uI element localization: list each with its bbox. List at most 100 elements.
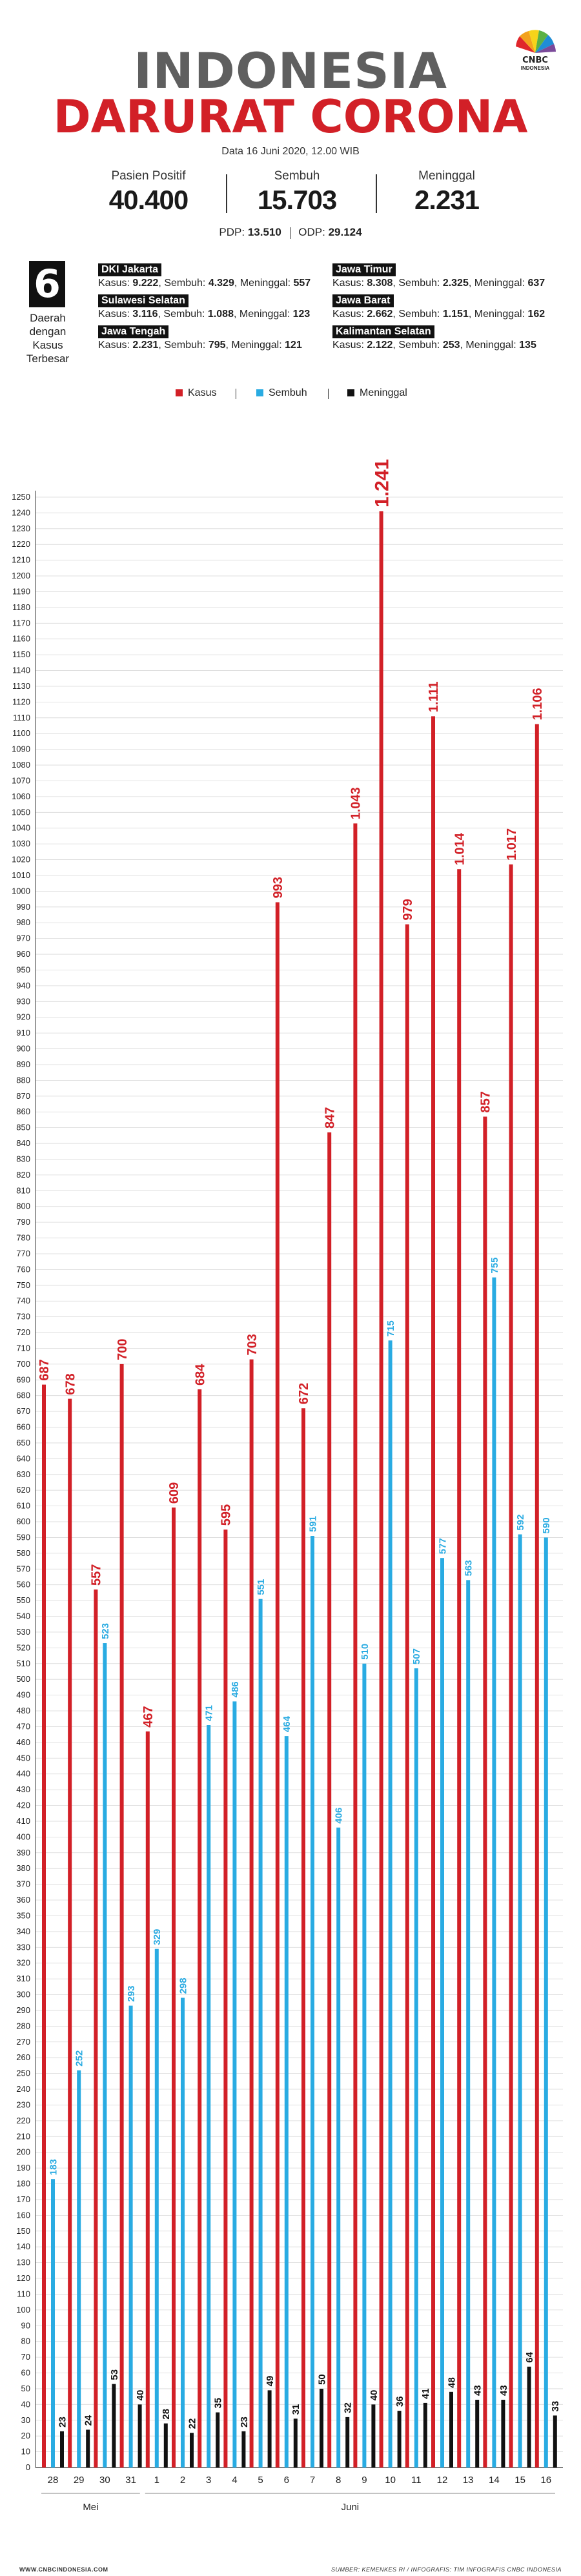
bar-kasus [535, 724, 539, 2468]
region-stat-label: Sembuh: [164, 278, 206, 289]
region-name: DKI Jakarta [98, 263, 162, 276]
bar-meninggal [241, 2431, 246, 2468]
y-tick-label: 620 [16, 1485, 30, 1495]
y-tick-label: 280 [16, 2021, 30, 2030]
bar-value-label: 687 [37, 1359, 52, 1380]
bar-kasus [172, 1508, 176, 2468]
footer-source: SUMBER: KEMENKES RI / INFOGRAFIS: TIM IN… [331, 2566, 562, 2573]
y-tick-label: 210 [16, 2131, 30, 2141]
x-tick-label: 30 [99, 2475, 110, 2486]
region-item: Sulawesi Selatan Kasus: 3.116, Sembuh: 1.… [98, 294, 331, 320]
footer-website: WWW.CNBCINDONESIA.COM [19, 2566, 108, 2573]
x-tick-label: 11 [411, 2475, 422, 2486]
y-tick-label: 860 [16, 1107, 30, 1116]
bar-value-label: 33 [550, 2401, 561, 2412]
bar-value-label: 595 [219, 1504, 234, 1526]
bar-meninggal [371, 2404, 376, 2468]
legend-kasus: Kasus [176, 387, 216, 399]
bar-value-label: 43 [473, 2385, 484, 2396]
region-stat-value: 253 [442, 340, 460, 351]
bar-sembuh [388, 1340, 392, 2468]
y-tick-label: 240 [16, 2084, 30, 2094]
region-stat-label: Kasus: [98, 278, 130, 289]
bar-value-label: 523 [100, 1623, 111, 1639]
bar-meninggal [501, 2400, 505, 2468]
bar-meninggal [86, 2429, 90, 2468]
region-stat-value: 8.308 [367, 278, 393, 289]
bar-meninggal [475, 2400, 480, 2468]
y-tick-label: 1220 [12, 539, 30, 549]
bar-kasus [223, 1529, 228, 2468]
bar-value-label: 609 [167, 1482, 181, 1504]
bar-value-label: 563 [464, 1560, 474, 1576]
y-tick-label: 790 [16, 1217, 30, 1227]
legend-sembuh: Sembuh [256, 387, 307, 399]
bar-value-label: 471 [204, 1705, 215, 1721]
y-tick-label: 560 [16, 1580, 30, 1590]
odp-value: 29.124 [328, 226, 362, 238]
y-tick-label: 270 [16, 2037, 30, 2047]
bar-value-label: 53 [109, 2369, 120, 2380]
bar-kasus [275, 902, 280, 2468]
bar-meninggal [163, 2423, 168, 2468]
x-tick-label: 28 [48, 2475, 59, 2486]
month-label: Mei [83, 2502, 98, 2513]
y-tick-label: 110 [17, 2289, 30, 2298]
y-tick-label: 590 [16, 1532, 30, 1542]
y-tick-label: 690 [16, 1375, 30, 1384]
y-tick-label: 780 [16, 1233, 30, 1243]
footer: WWW.CNBCINDONESIA.COM SUMBER: KEMENKES R… [0, 2553, 581, 2576]
bar-value-label: 715 [385, 1320, 396, 1336]
x-tick-label: 6 [284, 2475, 289, 2486]
region-stat-label: Kasus: [332, 309, 364, 320]
bar-sembuh [466, 1580, 471, 2468]
bar-sembuh [336, 1827, 341, 2468]
y-tick-label: 20 [21, 2431, 30, 2440]
region-stat-value: 1.088 [207, 309, 234, 320]
bar-kasus [509, 864, 513, 2468]
region-caption: Daerah dengan Kasus Terbesar [19, 311, 76, 365]
y-tick-label: 570 [16, 1564, 30, 1573]
peacock-icon [516, 30, 556, 53]
y-tick-label: 260 [16, 2052, 30, 2062]
bar-meninggal [112, 2384, 116, 2468]
region-stat-value: 1.151 [442, 309, 469, 320]
bar-sembuh [311, 1536, 314, 2468]
region-count: 6 [29, 261, 65, 307]
bar-value-label: 993 [271, 877, 285, 898]
bar-kasus [198, 1389, 202, 2468]
y-tick-label: 970 [16, 934, 30, 943]
bar-value-label: 24 [83, 2415, 94, 2426]
bar-kasus [301, 1408, 305, 2468]
y-tick-label: 10 [21, 2447, 30, 2457]
bar-sembuh [181, 1998, 185, 2468]
y-tick-label: 550 [16, 1595, 30, 1605]
region-item: Jawa Timur Kasus: 8.308, Sembuh: 2.325, M… [332, 263, 565, 289]
y-tick-label: 640 [16, 1453, 30, 1463]
y-tick-label: 1030 [12, 839, 30, 848]
region-stat-label: Meninggal: [240, 278, 291, 289]
y-tick-label: 250 [16, 2069, 30, 2078]
y-tick-label: 180 [16, 2179, 30, 2189]
bar-meninggal [267, 2390, 272, 2468]
stat-sembuh: Sembuh 15.703 [219, 169, 374, 216]
y-tick-label: 510 [16, 1659, 30, 1668]
bar-value-label: 590 [541, 1517, 552, 1533]
x-tick-label: 4 [232, 2475, 237, 2486]
y-tick-label: 960 [16, 949, 30, 959]
y-tick-label: 750 [16, 1280, 30, 1290]
bar-sembuh [77, 2070, 81, 2468]
y-tick-label: 1060 [12, 792, 30, 801]
y-tick-label: 950 [16, 965, 30, 974]
stat-meninggal: Meninggal 2.231 [369, 169, 524, 216]
bar-sembuh [544, 1537, 548, 2468]
bar-kasus [145, 1731, 150, 2468]
y-tick-label: 700 [16, 1359, 30, 1369]
y-tick-label: 330 [16, 1942, 30, 1952]
title-line-1: INDONESIA [134, 42, 447, 99]
region-stat-value: 557 [293, 278, 311, 289]
region-stat-value: 162 [527, 309, 545, 320]
legend-swatch [347, 389, 354, 397]
bar-value-label: 857 [479, 1091, 493, 1112]
bar-sembuh [362, 1663, 367, 2468]
